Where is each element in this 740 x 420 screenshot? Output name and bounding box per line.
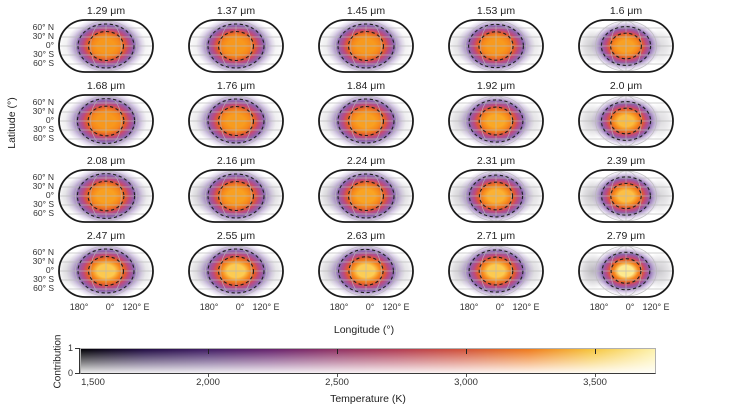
colorbar-tickmark — [466, 374, 467, 377]
panel-wavelength-label: 1.92 μm — [476, 80, 516, 92]
latitude-tick-label: 30° S — [33, 274, 54, 284]
longitude-tick-label: 120° E — [122, 302, 150, 312]
latitude-tick-label: 60° S — [33, 133, 54, 143]
panel-wavelength-label: 2.16 μm — [216, 155, 256, 167]
latitude-tick-label: 30° S — [33, 199, 54, 209]
longitude-tick-label: 180° — [329, 302, 349, 312]
longitude-tick-label: 0° — [625, 302, 635, 312]
panel-wavelength-label: 2.39 μm — [606, 155, 646, 167]
longitude-tick-label: 120° E — [642, 302, 670, 312]
colorbar-x-tick-label: 2,500 — [325, 377, 349, 388]
brightness-map — [578, 19, 674, 73]
longitude-tick-label: 180° — [459, 302, 479, 312]
colorbar-tickmark — [337, 374, 338, 377]
longitude-tick-label: 180° — [589, 302, 609, 312]
colorbar-x-label: Temperature (K) — [330, 393, 406, 405]
colorbar-tickmark — [466, 349, 467, 354]
brightness-map — [448, 169, 544, 223]
brightness-map — [188, 244, 284, 298]
latitude-tick-label: 60° N — [32, 22, 54, 32]
brightness-map — [58, 169, 154, 223]
colorbar-y-label: Contribution — [52, 334, 64, 389]
longitude-tick-label: 180° — [69, 302, 89, 312]
colorbar-tickmark — [595, 349, 596, 354]
colorbar-x-tick-label: 3,500 — [583, 377, 607, 388]
colorbar-contribution-fade — [81, 349, 655, 373]
colorbar-tickmark — [595, 374, 596, 377]
brightness-map — [578, 244, 674, 298]
latitude-tick-label: 0° — [45, 190, 54, 200]
panel-wavelength-label: 2.71 μm — [476, 230, 516, 242]
latitude-tick-label: 30° S — [33, 49, 54, 59]
longitude-tick-label: 0° — [105, 302, 115, 312]
brightness-map — [318, 19, 414, 73]
panel-wavelength-label: 1.6 μm — [609, 5, 643, 17]
longitude-tick-label: 120° E — [382, 302, 410, 312]
longitude-tick-label: 0° — [365, 302, 375, 312]
panel-wavelength-label: 2.08 μm — [86, 155, 126, 167]
panel-wavelength-label: 1.29 μm — [86, 5, 126, 17]
latitude-tick-label: 0° — [45, 265, 54, 275]
panel-wavelength-label: 2.55 μm — [216, 230, 256, 242]
colorbar-tickmark — [337, 349, 338, 354]
colorbar-x-tick-label: 1,500 — [81, 377, 105, 388]
longitude-tick-label: 0° — [235, 302, 245, 312]
brightness-map — [318, 94, 414, 148]
brightness-map — [58, 94, 154, 148]
brightness-map — [58, 244, 154, 298]
panel-wavelength-label: 2.79 μm — [606, 230, 646, 242]
panel-wavelength-label: 1.68 μm — [86, 80, 126, 92]
latitude-tick-label: 30° N — [32, 181, 54, 191]
latitude-tick-label: 0° — [45, 115, 54, 125]
panel-wavelength-label: 1.53 μm — [476, 5, 516, 17]
longitude-tick-label: 0° — [495, 302, 505, 312]
colorbar-tickmark — [208, 349, 209, 354]
latitude-tick-label: 60° N — [32, 97, 54, 107]
brightness-map — [578, 94, 674, 148]
latitude-tick-label: 60° N — [32, 172, 54, 182]
brightness-map — [188, 169, 284, 223]
brightness-map — [448, 19, 544, 73]
latitude-tick-label: 30° N — [32, 256, 54, 266]
latitude-tick-label: 60° S — [33, 283, 54, 293]
latitude-tick-label: 30° N — [32, 106, 54, 116]
brightness-map — [188, 19, 284, 73]
latitude-tick-label: 0° — [45, 40, 54, 50]
panel-wavelength-label: 1.45 μm — [346, 5, 386, 17]
brightness-map — [318, 169, 414, 223]
colorbar-y-tickmark — [75, 348, 79, 349]
brightness-map — [318, 244, 414, 298]
brightness-map — [58, 19, 154, 73]
colorbar-y-tickmark — [75, 373, 79, 374]
latitude-tick-label: 60° S — [33, 208, 54, 218]
brightness-map — [448, 244, 544, 298]
panel-wavelength-label: 2.0 μm — [609, 80, 643, 92]
panel-wavelength-label: 2.47 μm — [86, 230, 126, 242]
brightness-map — [578, 169, 674, 223]
colorbar-x-tick-label: 2,000 — [196, 377, 220, 388]
longitude-tick-label: 120° E — [252, 302, 280, 312]
x-axis-label: Longitude (°) — [333, 324, 395, 336]
panel-wavelength-label: 1.76 μm — [216, 80, 256, 92]
longitude-tick-label: 180° — [199, 302, 219, 312]
colorbar-x-tick-label: 3,000 — [454, 377, 478, 388]
latitude-tick-label: 60° N — [32, 247, 54, 257]
brightness-map — [188, 94, 284, 148]
latitude-tick-label: 60° S — [33, 58, 54, 68]
panel-wavelength-label: 2.31 μm — [476, 155, 516, 167]
colorbar-y-axis-spine — [79, 348, 80, 374]
panel-wavelength-label: 1.37 μm — [216, 5, 256, 17]
colorbar-gradient — [80, 348, 656, 374]
colorbar-y-tick-1: 1 — [67, 343, 73, 353]
panel-wavelength-label: 2.24 μm — [346, 155, 386, 167]
panel-wavelength-label: 1.84 μm — [346, 80, 386, 92]
longitude-tick-label: 120° E — [512, 302, 540, 312]
latitude-tick-label: 30° N — [32, 31, 54, 41]
brightness-map — [448, 94, 544, 148]
latitude-tick-label: 30° S — [33, 124, 54, 134]
colorbar-tickmark — [208, 374, 209, 377]
colorbar-y-tick-0: 0 — [67, 368, 73, 378]
panel-wavelength-label: 2.63 μm — [346, 230, 386, 242]
